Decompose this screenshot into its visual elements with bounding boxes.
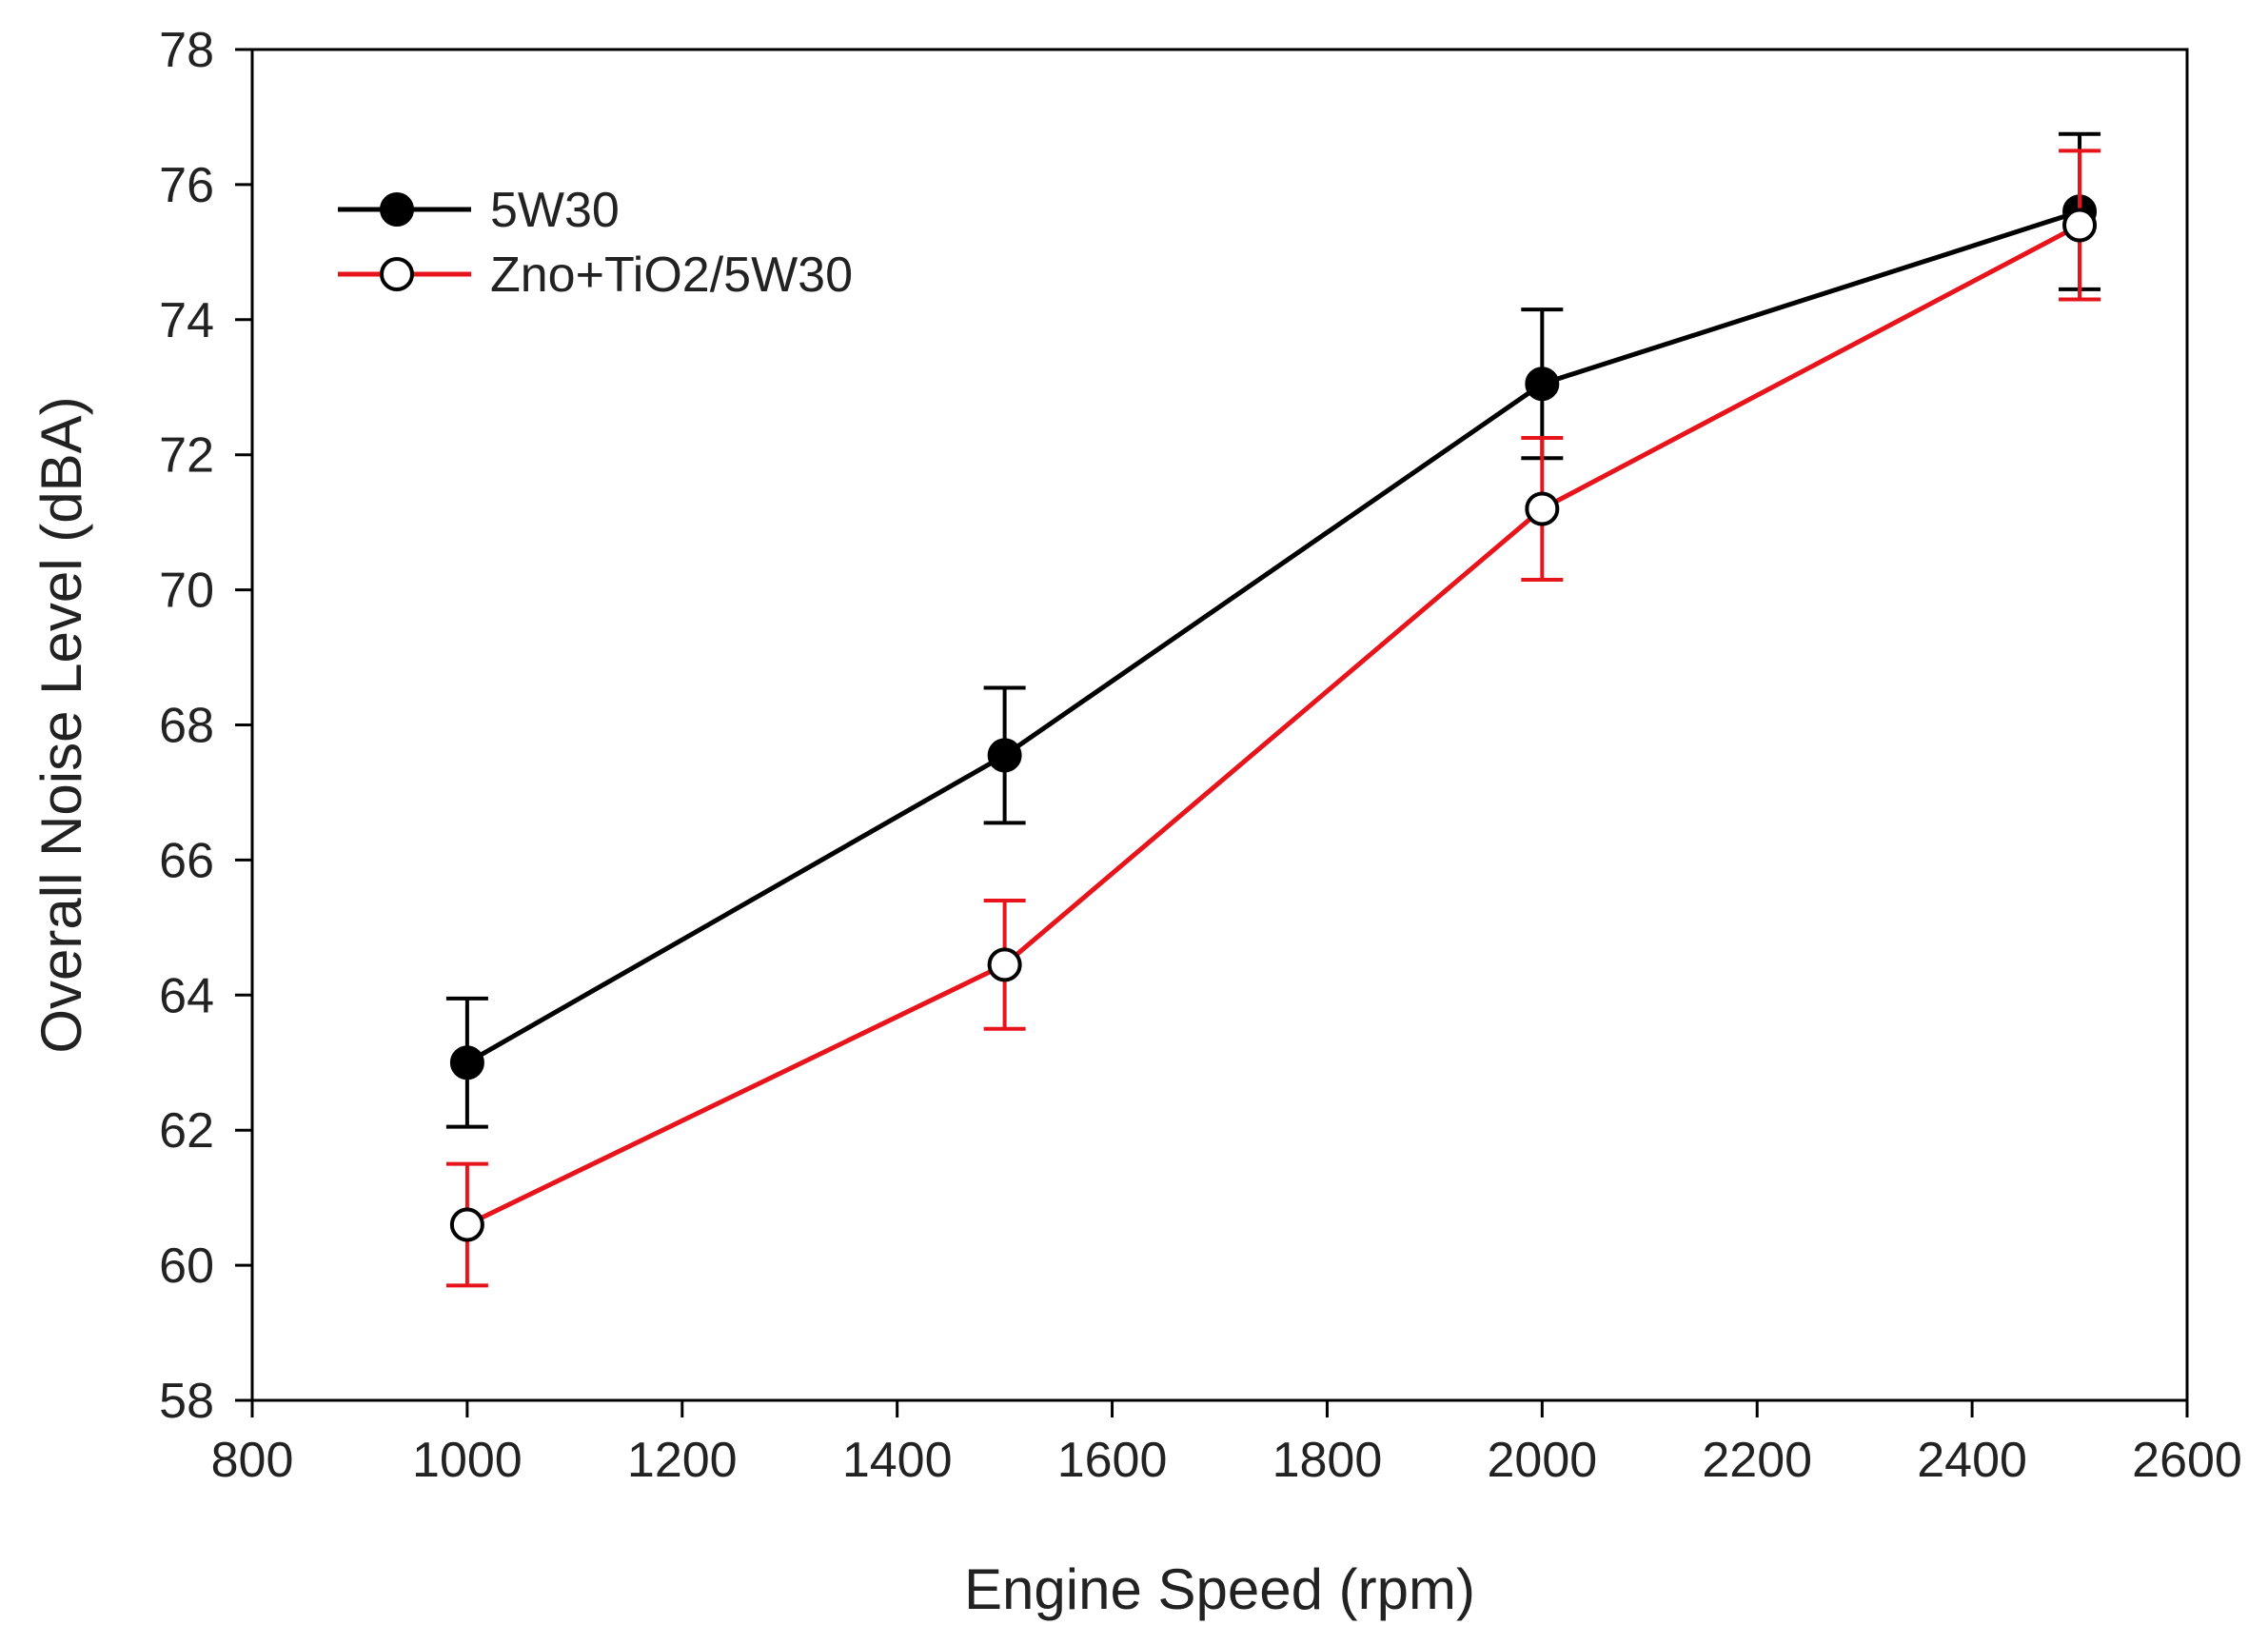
y-tick-label: 58 xyxy=(159,1374,214,1429)
y-tick-label: 64 xyxy=(159,968,214,1023)
x-axis-title: Engine Speed (rpm) xyxy=(964,1557,1475,1621)
series-nano-oil xyxy=(446,150,2100,1285)
line-chart: 800100012001400160018002000220024002600 … xyxy=(0,0,2268,1645)
x-axis: 800 1000 1200 1400 1600 1800 2000 2200 2400 2600 xyxy=(211,1400,2242,1488)
legend-label: Zno+TiO2/5W30 xyxy=(490,248,853,303)
x-tick-label: 2600 xyxy=(2132,1433,2242,1488)
y-tick-label: 74 xyxy=(159,293,214,348)
series-line xyxy=(467,211,2080,1062)
y-tick-label: 66 xyxy=(159,833,214,888)
series-line xyxy=(467,225,2080,1224)
series-layer xyxy=(446,134,2100,1286)
y-tick-label: 70 xyxy=(159,564,214,619)
data-point xyxy=(452,1047,483,1078)
x-tick-label: 1400 xyxy=(842,1433,953,1488)
data-point xyxy=(452,1210,483,1240)
y-tick-label: 62 xyxy=(159,1103,214,1159)
legend-marker xyxy=(382,259,412,289)
x-tick-label: 800 xyxy=(211,1433,294,1488)
legend: 5W30 Zno+TiO2/5W30 xyxy=(338,183,853,303)
y-axis-title: Overall Noise Level (dBA) xyxy=(30,396,93,1053)
data-point xyxy=(990,949,1020,980)
x-tick-label: 1200 xyxy=(627,1433,738,1488)
y-tick-label: 68 xyxy=(159,699,214,754)
x-tick-label: 2200 xyxy=(1702,1433,1812,1488)
y-tick-label: 78 xyxy=(159,23,214,78)
legend-item: 5W30 xyxy=(338,183,620,238)
y-tick-label: 60 xyxy=(159,1239,214,1294)
x-tick-label: 1800 xyxy=(1272,1433,1383,1488)
x-tick-label: 2400 xyxy=(1917,1433,2027,1488)
x-tick-label: 2000 xyxy=(1487,1433,1597,1488)
y-axis: 58 60 62 64 66 68 70 72 74 76 78 xyxy=(159,23,252,1429)
data-point xyxy=(1527,493,1557,524)
x-tick-label: 1600 xyxy=(1057,1433,1168,1488)
data-point xyxy=(2064,209,2095,240)
data-point xyxy=(1527,368,1557,399)
legend-label: 5W30 xyxy=(490,183,620,238)
data-point xyxy=(990,740,1020,770)
y-tick-label: 76 xyxy=(159,158,214,213)
legend-item: Zno+TiO2/5W30 xyxy=(338,248,853,303)
legend-marker xyxy=(382,194,412,225)
x-tick-label: 1000 xyxy=(412,1433,523,1488)
y-tick-label: 72 xyxy=(159,428,214,484)
